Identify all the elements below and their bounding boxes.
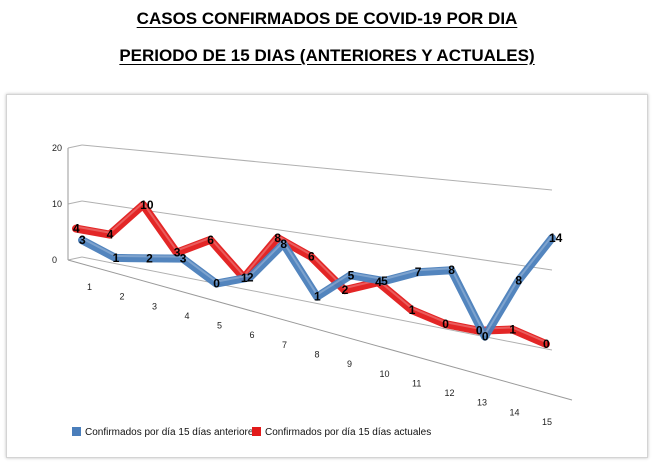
y-tick-label: 0: [52, 255, 57, 265]
data-label-actuales: 0: [442, 317, 449, 331]
x-tick-label: 1: [87, 282, 92, 292]
data-label-anteriores: 3: [180, 252, 187, 266]
series-highlight-actuales: [75, 201, 547, 343]
legend-swatch-anteriores: [72, 427, 81, 436]
data-label-actuales: 1: [409, 303, 416, 317]
x-tick-label: 15: [542, 417, 552, 427]
data-label-anteriores: 8: [515, 274, 522, 288]
data-label-actuales: 1: [509, 323, 516, 337]
data-label-actuales: 4: [73, 222, 80, 236]
data-label-anteriores: 7: [415, 265, 422, 279]
data-label-anteriores: 0: [213, 277, 220, 291]
data-label-actuales: 2: [342, 283, 349, 297]
gridline-side-0: [67, 256, 83, 261]
data-label-anteriores: 2: [247, 270, 254, 284]
data-label-anteriores: 3: [79, 233, 86, 247]
x-tick-label: 2: [120, 292, 125, 302]
data-label-anteriores: 8: [280, 237, 287, 251]
x-tick-label: 14: [510, 407, 520, 417]
x-tick-label: 4: [185, 311, 190, 321]
legend-label-anteriores: Confirmados por día 15 días anteriores: [85, 427, 258, 438]
data-label-actuales: 3: [174, 246, 181, 260]
x-tick-label: 10: [380, 369, 390, 379]
data-label-anteriores: 2: [146, 251, 153, 265]
y-axis: 0 10 20: [52, 143, 62, 265]
data-label-anteriores: 5: [348, 268, 355, 282]
data-label-actuales: 10: [140, 198, 154, 212]
series-line-actuales: [72, 200, 550, 348]
data-label-actuales: 4: [375, 275, 382, 289]
data-label-anteriores: 1: [113, 251, 120, 265]
data-label-anteriores: 1: [314, 290, 321, 304]
y-tick-label: 20: [52, 143, 62, 153]
x-tick-label: 13: [477, 398, 487, 408]
legend-label-actuales: Confirmados por día 15 días actuales: [265, 427, 431, 438]
data-label-actuales: 1: [241, 271, 248, 285]
data-label-actuales: 4: [107, 228, 114, 242]
legend: Confirmados por día 15 días anteriores C…: [72, 427, 431, 438]
floor-edge: [67, 259, 573, 401]
y-tick-label: 10: [52, 199, 62, 209]
gridline-1: [81, 200, 553, 271]
data-label-anteriores: 5: [381, 274, 388, 288]
x-tick-label: 3: [152, 301, 157, 311]
gridline-side-2: [67, 144, 83, 149]
x-tick-label: 11: [412, 378, 421, 388]
data-label-anteriores: 0: [482, 330, 489, 344]
x-tick-label: 7: [282, 340, 287, 350]
x-tick-label: 12: [445, 388, 455, 398]
series-highlight-anteriores: [81, 235, 553, 336]
chart-subtitle: PERIODO DE 15 DIAS (ANTERIORES Y ACTUALE…: [119, 46, 535, 65]
data-label-actuales: 6: [207, 233, 214, 247]
x-tick-label: 9: [347, 359, 352, 369]
gridline-side-1: [67, 200, 83, 205]
data-label-anteriores: 8: [448, 263, 455, 277]
x-tick-label: 8: [315, 350, 320, 360]
data-label-actuales: 6: [308, 250, 315, 264]
grid-layer: [67, 144, 573, 401]
chart-title: CASOS CONFIRMADOS DE COVID-19 POR DIA: [136, 9, 518, 28]
gridline-0: [81, 256, 553, 351]
data-label-anteriores: 14: [549, 231, 563, 245]
chart-area: 0 10 20 1 2 3 4 5 6 7 8 9 10 11 12 13 14 15 4 4 10 3 6 1 8 6 2 4 1…: [6, 94, 648, 458]
data-label-actuales: 0: [543, 337, 550, 351]
gridline-2: [81, 144, 553, 191]
x-tick-label: 5: [217, 321, 222, 331]
data-label-actuales: 8: [274, 231, 281, 245]
series-line-anteriores: [78, 234, 556, 341]
legend-swatch-actuales: [252, 427, 261, 436]
x-tick-label: 6: [250, 330, 255, 340]
data-label-actuales: 0: [476, 324, 483, 338]
series-layer: [72, 200, 556, 348]
